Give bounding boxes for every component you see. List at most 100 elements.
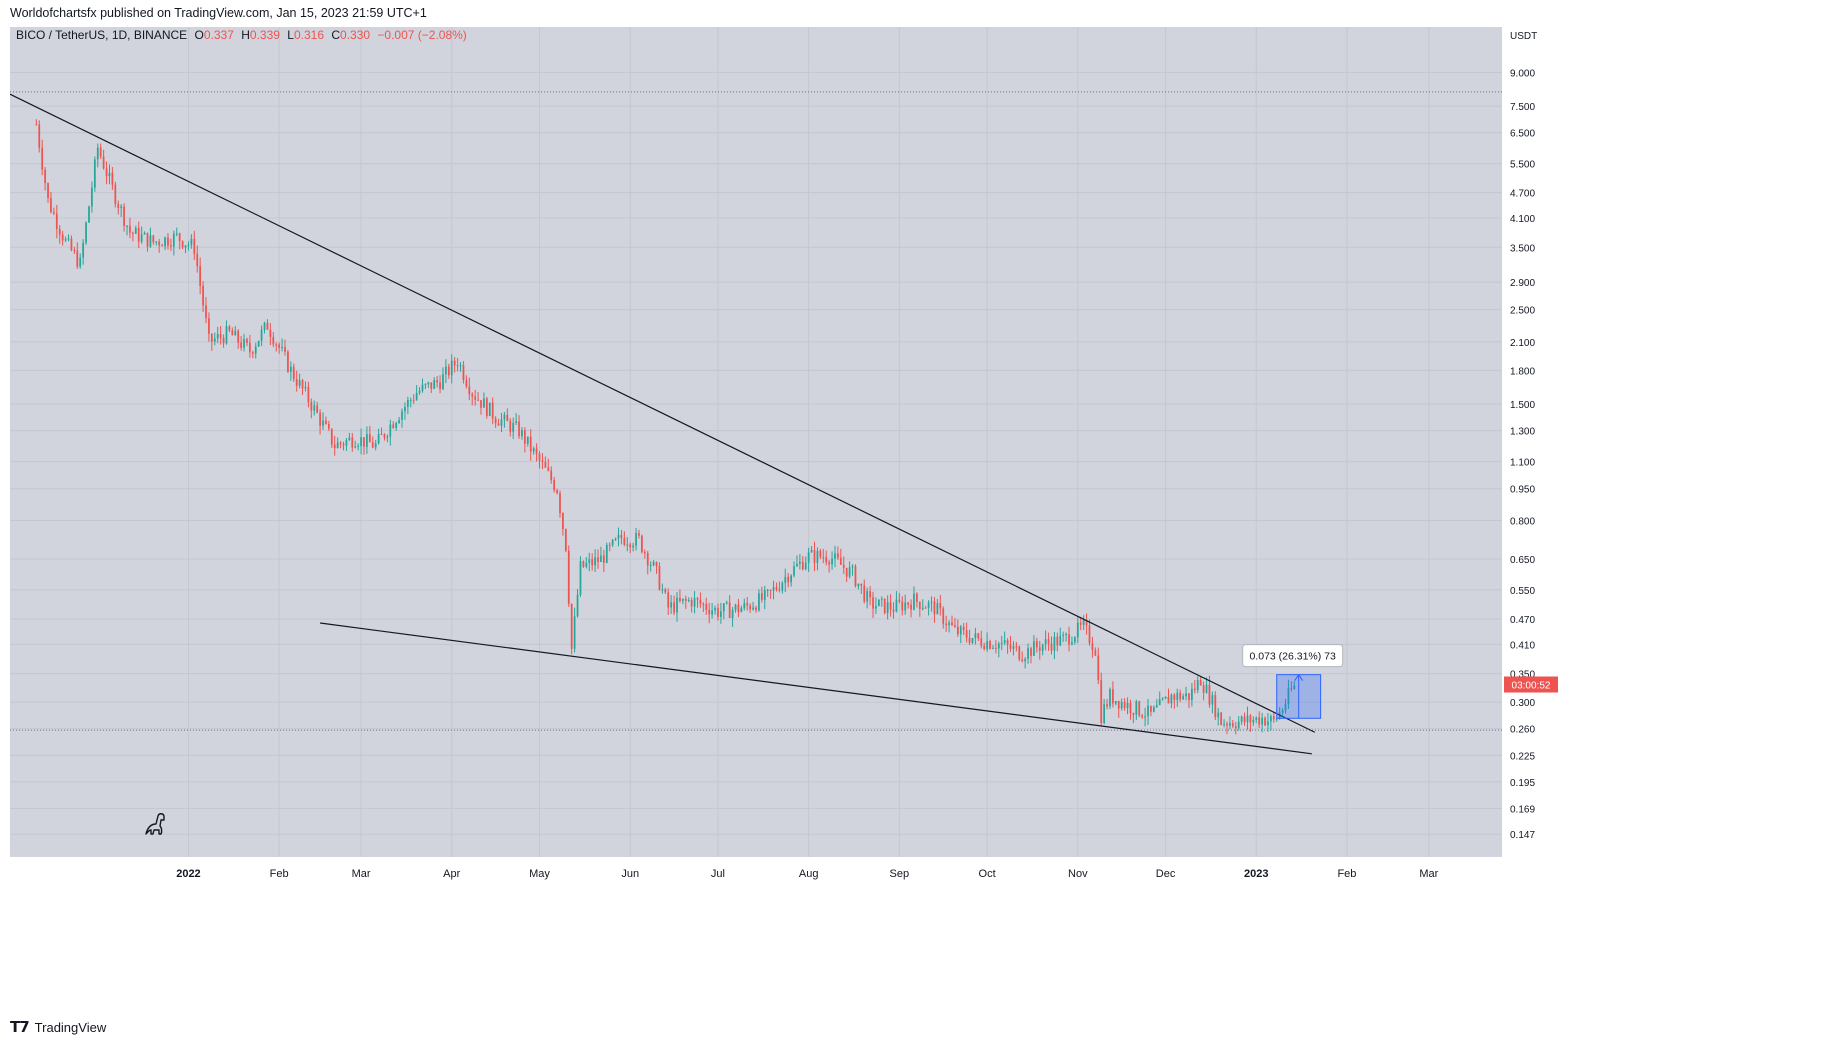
candle-body xyxy=(977,633,980,639)
candle-body xyxy=(249,342,251,353)
candle-body xyxy=(883,598,886,613)
candle-body xyxy=(743,603,746,609)
candle-body xyxy=(170,245,172,247)
candle-body xyxy=(158,241,161,246)
candle-body xyxy=(1094,650,1097,656)
candle-body xyxy=(1076,622,1079,638)
candle-body xyxy=(790,575,792,583)
candle-body xyxy=(974,633,977,639)
candle-body xyxy=(459,365,462,367)
candle-body xyxy=(243,339,245,348)
candle-body xyxy=(532,448,535,452)
candle-body xyxy=(550,470,553,481)
candle-body xyxy=(1167,696,1170,704)
candle-body xyxy=(298,380,301,386)
candle-body xyxy=(383,434,386,438)
candle-body xyxy=(67,238,70,240)
legend-close-value: 0.330 xyxy=(340,28,370,42)
candle-body xyxy=(316,405,319,413)
candle-body xyxy=(456,365,459,367)
time-tick-label: Sep xyxy=(890,868,910,880)
candle-body xyxy=(673,602,675,613)
candle-body xyxy=(816,550,819,563)
candles xyxy=(35,119,1296,735)
candle-body xyxy=(658,566,661,590)
candle-body xyxy=(1220,712,1223,725)
candle-body xyxy=(228,326,231,331)
candle-body xyxy=(1041,644,1044,651)
candle-body xyxy=(219,334,222,338)
candle-body xyxy=(424,384,427,386)
candle-body xyxy=(1033,641,1035,656)
candle-body xyxy=(129,225,131,233)
candle-body xyxy=(1123,701,1126,709)
candle-body xyxy=(728,602,731,618)
candle-body xyxy=(345,439,348,446)
candle-body xyxy=(363,437,365,447)
time-axis[interactable]: 2022 Feb Mar Apr May Jun Jul Aug Sep Oct Nov Dec 202… xyxy=(176,868,1438,880)
candle-body xyxy=(193,238,196,254)
candle-body xyxy=(88,206,90,223)
candle-body xyxy=(257,340,260,347)
candle-body xyxy=(942,608,945,624)
candle-body xyxy=(992,647,994,649)
candle-body xyxy=(714,608,716,611)
candle-body xyxy=(766,589,769,591)
candle-body xyxy=(184,245,187,248)
candle-body xyxy=(44,169,46,184)
candle-body xyxy=(310,402,313,411)
trendlines[interactable] xyxy=(10,93,1316,755)
candle-body xyxy=(784,576,787,583)
candle-body xyxy=(161,245,164,247)
trendline xyxy=(320,622,1312,755)
price-tick-label: 0.550 xyxy=(1510,586,1535,597)
legend-change: −0.007 (−2.08%) xyxy=(377,28,466,42)
time-tick-label: Feb xyxy=(270,868,289,880)
candle-body xyxy=(357,445,360,447)
tradingview-logo-icon[interactable]: 𝗧𝟳 xyxy=(10,1019,30,1036)
candle-body xyxy=(819,550,822,557)
candle-body xyxy=(465,380,468,387)
candle-body xyxy=(778,589,781,591)
candle-body xyxy=(1038,647,1041,651)
candle-body xyxy=(948,622,950,626)
candle-body xyxy=(483,398,485,408)
candle-body xyxy=(956,626,959,635)
measure-tool[interactable]: 0.073 (26.31%) 73 xyxy=(1242,644,1344,719)
candle-body xyxy=(585,562,588,567)
symbol-legend: BICO / TetherUS, 1D, BINANCE O0.337 H0.3… xyxy=(16,28,467,42)
candle-body xyxy=(632,545,635,548)
candle-body xyxy=(515,421,517,423)
candle-body xyxy=(690,600,693,607)
candle-body xyxy=(875,606,877,609)
candle-body xyxy=(70,238,73,250)
candle-body xyxy=(731,609,734,618)
plot-background xyxy=(10,27,1502,857)
candle-body xyxy=(234,330,237,336)
candle-body xyxy=(851,566,854,568)
candle-body xyxy=(661,589,664,591)
candle-body xyxy=(939,603,942,609)
candle-body xyxy=(676,597,678,613)
candle-body xyxy=(971,638,974,643)
candle-body xyxy=(1141,715,1144,718)
candle-body xyxy=(641,535,643,553)
price-tick-label: 0.195 xyxy=(1510,778,1535,789)
footer-brand[interactable]: TradingView xyxy=(34,1019,107,1035)
candle-body xyxy=(608,544,611,546)
candle-body xyxy=(251,352,254,354)
candle-body xyxy=(793,566,795,576)
candle-body xyxy=(681,598,684,602)
legend-low-value: 0.316 xyxy=(294,28,324,42)
price-chart[interactable]: 0.073 (26.31%) 73 9.000 7.500 6.500 5.500 4.… xyxy=(10,27,1832,1007)
candle-body xyxy=(322,420,324,426)
candle-body xyxy=(1217,712,1220,718)
candle-body xyxy=(705,604,708,610)
price-axis[interactable]: 9.000 7.500 6.500 5.500 4.700 4.100 3.500 2.900… xyxy=(1504,68,1558,841)
candle-body xyxy=(38,124,41,148)
legend-open-value: 0.337 xyxy=(204,28,234,42)
price-tick-label: 0.350 xyxy=(1510,670,1535,681)
candle-body xyxy=(526,436,529,444)
candle-body xyxy=(114,184,117,205)
candle-body xyxy=(918,601,921,610)
